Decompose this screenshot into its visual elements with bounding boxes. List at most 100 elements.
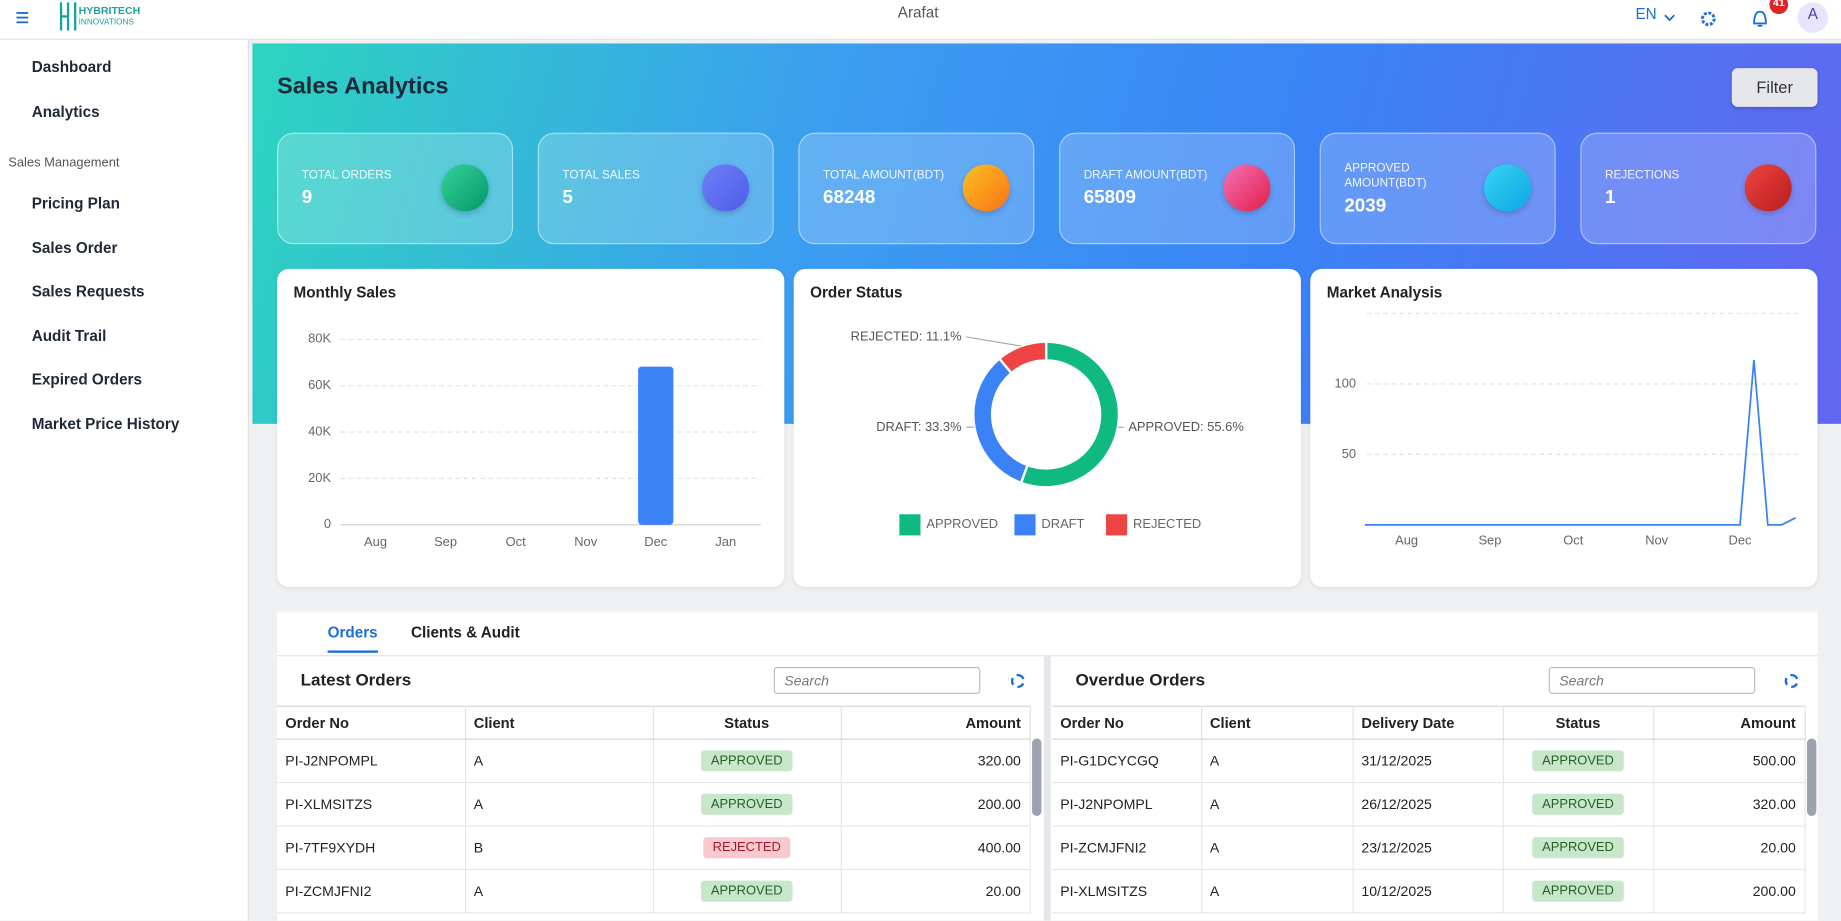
table-cell: PI-ZCMJFNI2 [277, 869, 465, 912]
y-tick-label: 100 [1335, 375, 1357, 390]
column-header[interactable]: Client [465, 706, 653, 739]
cell-text: 320.00 [978, 753, 1021, 769]
kpi-text: DRAFT AMOUNT(BDT) 65809 [1084, 134, 1213, 243]
cell-text: A [1210, 839, 1219, 855]
search-box[interactable]: Search [1549, 667, 1756, 694]
cell-text: A [474, 883, 483, 899]
slice-label: DRAFT: 33.3% [876, 419, 962, 434]
table-cell: 26/12/2025 [1353, 783, 1503, 826]
line-series [1365, 360, 1796, 525]
table-cell: REJECTED [653, 826, 841, 869]
cell-text: PI-ZCMJFNI2 [1060, 839, 1146, 855]
legend-label: REJECTED [1133, 516, 1201, 531]
status-badge: APPROVED [1533, 837, 1624, 858]
table-title: Overdue Orders [1075, 672, 1205, 691]
kpi-label: DRAFT AMOUNT(BDT) [1084, 168, 1213, 183]
cell-text: 500.00 [1753, 753, 1796, 769]
legend-swatch [1014, 514, 1035, 535]
table-cell: PI-ZCMJFNI2 [1052, 826, 1201, 869]
cell-text: A [1210, 796, 1219, 812]
table-cell: A [1201, 869, 1352, 912]
column-header[interactable]: Amount [841, 706, 1030, 739]
legend-label: APPROVED [926, 516, 998, 531]
kpi-value: 65809 [1084, 188, 1213, 209]
column-header[interactable]: Delivery Date [1353, 706, 1503, 739]
search-box[interactable]: Search [774, 667, 981, 694]
cell-text: PI-J2NPOMPL [285, 753, 377, 769]
x-tick-label: Dec [644, 534, 667, 549]
kpi-icon [1484, 164, 1531, 211]
cell-text: PI-XLMSITZS [285, 796, 372, 812]
table-cell: APPROVED [1503, 826, 1653, 869]
table-settings[interactable] [1785, 674, 1799, 688]
kpi-value: 9 [302, 188, 431, 209]
kpi-card: DRAFT AMOUNT(BDT) 65809 [1059, 133, 1295, 245]
kpi-label: TOTAL AMOUNT(BDT) [823, 168, 952, 183]
kpi-icon [441, 164, 488, 211]
table-cell: APPROVED [653, 783, 841, 826]
column-header[interactable]: Status [653, 706, 841, 739]
scrollbar [1807, 739, 1816, 816]
x-tick-label: Aug [1395, 533, 1418, 548]
cell-text: 400.00 [978, 839, 1021, 855]
kpi-text: APPROVED AMOUNT(BDT) 2039 [1344, 134, 1473, 243]
x-tick-label: Sep [1478, 533, 1501, 548]
cell-text: 20.00 [1761, 839, 1796, 855]
table-cell: A [1201, 826, 1352, 869]
column-header[interactable]: Order No [1052, 706, 1201, 739]
table-settings[interactable] [1011, 674, 1025, 688]
kpi-card: APPROVED AMOUNT(BDT) 2039 [1320, 133, 1556, 245]
cell-text: 320.00 [1753, 796, 1796, 812]
column-header[interactable]: Order No [277, 706, 465, 739]
table-cell: 10/12/2025 [1353, 869, 1503, 912]
column-header[interactable]: Status [1503, 706, 1653, 739]
x-tick-label: Jan [715, 534, 736, 549]
table-cell: APPROVED [1503, 869, 1653, 912]
kpi-value: 2039 [1344, 195, 1473, 216]
kpi-icon [963, 164, 1010, 211]
cell-text: A [474, 753, 483, 769]
table-cell: A [1201, 739, 1352, 782]
x-tick-label: Dec [1729, 533, 1752, 548]
table-row[interactable]: PI-J2NPOMPL A APPROVED 320.00 [277, 739, 1030, 782]
cell-text: PI-ZCMJFNI2 [285, 883, 371, 899]
table-cell: PI-XLMSITZS [277, 783, 465, 826]
table-cell: PI-J2NPOMPL [1052, 783, 1201, 826]
kpi-label: APPROVED AMOUNT(BDT) [1344, 160, 1473, 191]
table-cell: B [465, 826, 653, 869]
x-tick-label: Nov [1645, 533, 1668, 548]
cell-text: PI-XLMSITZS [1060, 883, 1147, 899]
pie-slice [1021, 342, 1119, 488]
column-header[interactable]: Amount [1653, 706, 1804, 739]
column-header[interactable]: Client [1201, 706, 1352, 739]
slice-label: REJECTED: 11.1% [851, 328, 962, 343]
table-cell: A [465, 739, 653, 782]
cell-text: 20.00 [986, 883, 1021, 899]
pie-slice [999, 342, 1046, 373]
y-tick-label: 50 [1342, 446, 1356, 461]
panel-divider [1044, 656, 1051, 920]
status-badge: APPROVED [1533, 881, 1624, 902]
y-tick-label: 80K [308, 331, 331, 346]
chart-title: Monthly Sales [294, 285, 397, 302]
kpi-icon [1745, 164, 1792, 211]
table-cell: APPROVED [653, 739, 841, 782]
cell-text: 200.00 [978, 796, 1021, 812]
cell-text: B [474, 839, 483, 855]
cell-text: 10/12/2025 [1361, 883, 1432, 899]
